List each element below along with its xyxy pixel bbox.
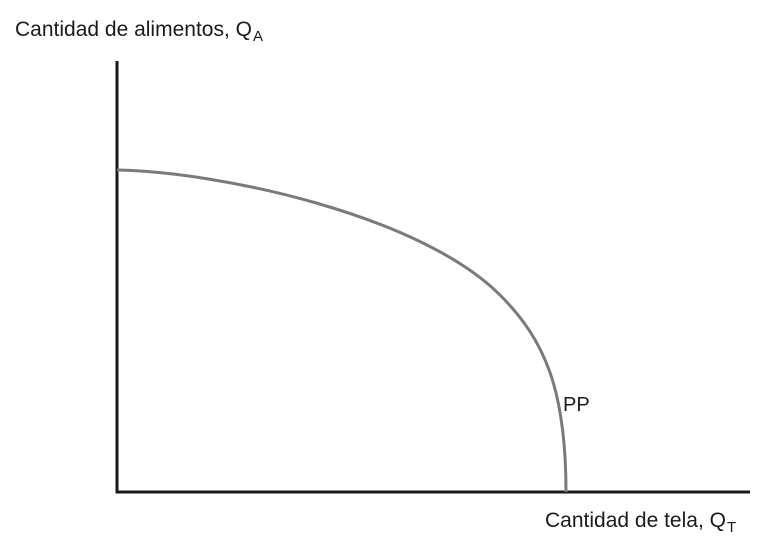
pp-frontier-curve: [116, 168, 568, 493]
x-axis-label: Cantidad de tela, QT: [545, 509, 737, 536]
y-axis-label: Cantidad de alimentos, QA: [15, 18, 263, 45]
pp-curve-label: PP: [563, 394, 590, 416]
